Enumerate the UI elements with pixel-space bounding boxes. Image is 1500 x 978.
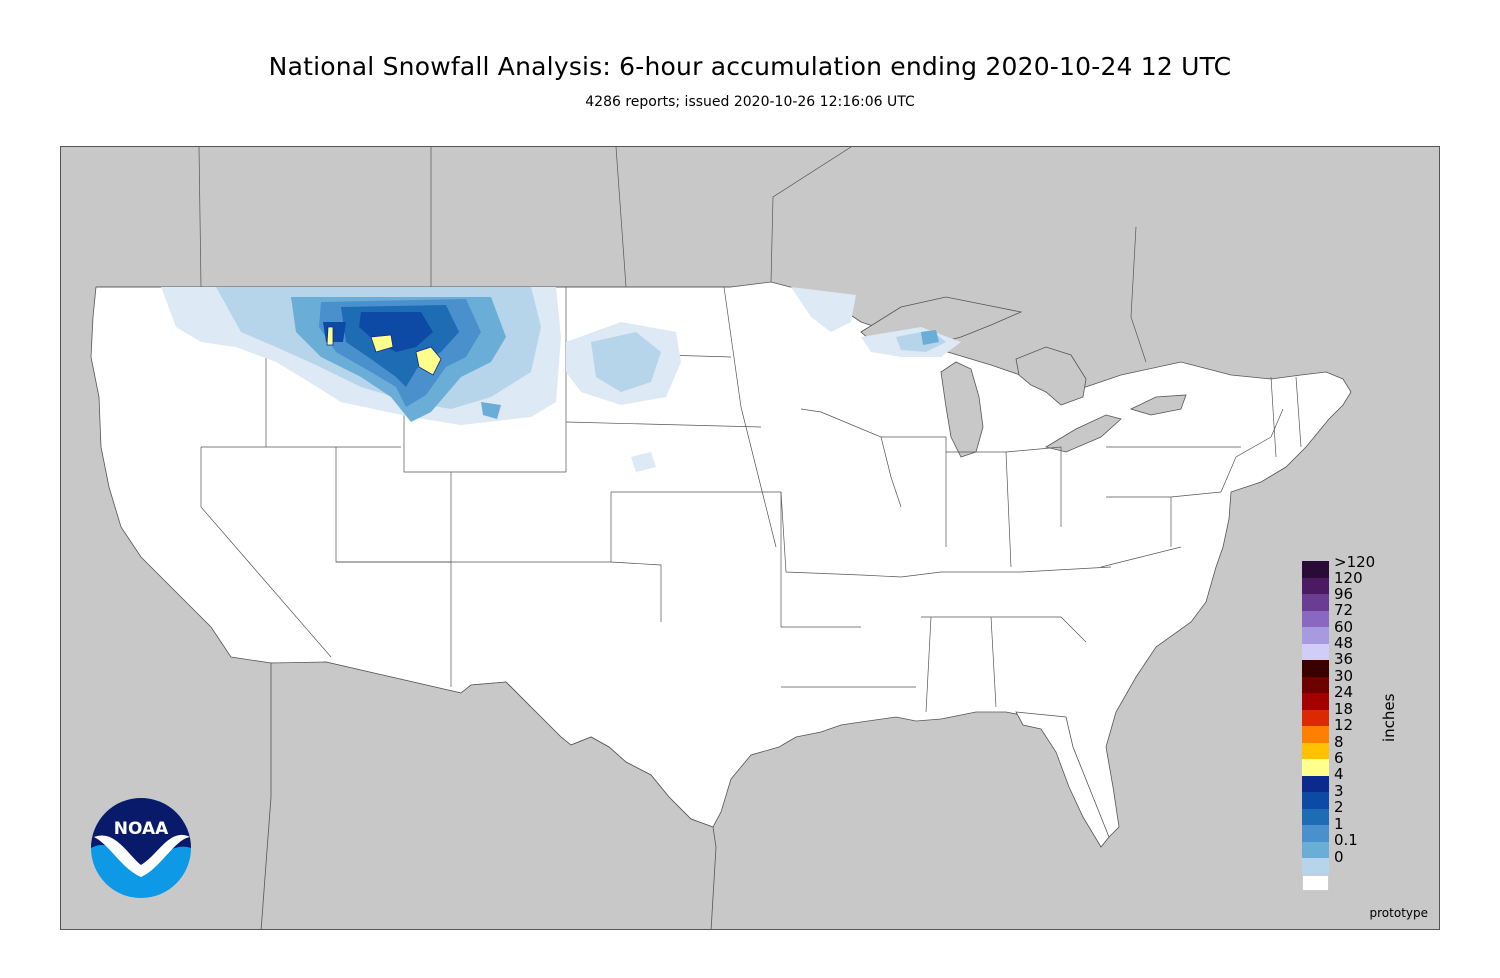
legend-swatch: [1302, 627, 1329, 644]
legend-swatch: [1302, 726, 1329, 743]
lake-erie: [1044, 414, 1122, 453]
legend-swatch: [1302, 874, 1329, 891]
legend-swatch: [1302, 808, 1329, 825]
legend-swatch: [1302, 709, 1329, 726]
legend-swatch: [1302, 561, 1329, 578]
legend-label: >120: [1334, 553, 1376, 571]
legend-label: 6: [1334, 749, 1344, 767]
snowfall-6in: [326, 326, 442, 376]
legend-swatch: [1302, 759, 1329, 776]
map-subtitle: 4286 reports; issued 2020-10-26 12:16:06…: [585, 94, 915, 110]
legend-label: 24: [1334, 683, 1354, 701]
legend-swatch: [1302, 825, 1329, 842]
legend-label: 1: [1334, 815, 1344, 833]
legend-swatch: [1302, 775, 1329, 792]
legend-label: 96: [1334, 585, 1354, 603]
snowfall-map: [61, 147, 1439, 929]
legend-label: 18: [1334, 700, 1354, 718]
lake-huron: [1015, 346, 1087, 406]
legend-swatch: [1302, 594, 1329, 611]
map-title: National Snowfall Analysis: 6-hour accum…: [268, 52, 1232, 81]
noaa-logo: NOAA: [91, 798, 191, 898]
lake-michigan: [940, 361, 984, 458]
legend-label: 4: [1334, 765, 1344, 783]
legend-label: 120: [1334, 569, 1363, 587]
legend-label: 2: [1334, 798, 1344, 816]
legend-label: 48: [1334, 634, 1354, 652]
legend-label: 8: [1334, 733, 1344, 751]
map-panel: [60, 146, 1440, 930]
legend-label: 12: [1334, 716, 1354, 734]
legend-label: 0: [1334, 848, 1344, 866]
legend-swatch: [1302, 610, 1329, 627]
legend-swatch: [1302, 676, 1329, 693]
legend-swatch: [1302, 841, 1329, 858]
legend-label: 0.1: [1334, 831, 1358, 849]
legend-swatch: [1302, 643, 1329, 660]
legend-label: 36: [1334, 650, 1354, 668]
legend-label: 3: [1334, 782, 1344, 800]
legend-swatch: [1302, 577, 1329, 594]
legend-swatch: [1302, 742, 1329, 759]
noaa-logo-text: NOAA: [114, 819, 169, 839]
legend-swatch: [1302, 858, 1329, 875]
legend-label: 60: [1334, 618, 1354, 636]
legend-swatch: [1302, 792, 1329, 809]
florida: [1015, 711, 1110, 848]
lake-ontario: [1129, 394, 1187, 416]
legend-swatch: [1302, 660, 1329, 677]
prototype-label: prototype: [1369, 906, 1428, 920]
legend-label: 30: [1334, 667, 1354, 685]
legend-units-label: inches: [1380, 693, 1398, 742]
legend-label: 72: [1334, 601, 1354, 619]
legend-swatch: [1302, 693, 1329, 710]
mexico-region: [260, 661, 717, 929]
